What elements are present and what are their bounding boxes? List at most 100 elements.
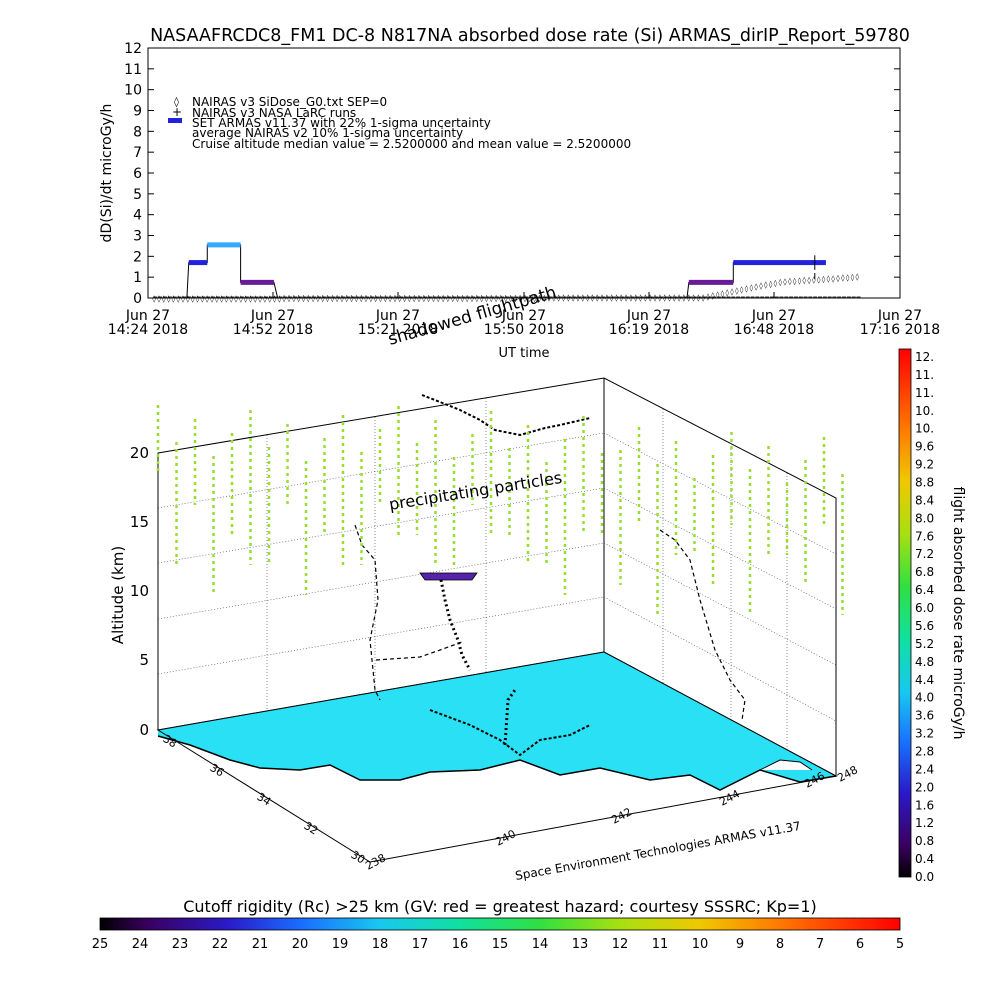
nairas-point: ◊ xyxy=(774,279,778,287)
nairas-point: ◊ xyxy=(331,295,335,303)
cutoff-tick: 23 xyxy=(172,937,189,952)
x-tick-time: 15:21 2018 xyxy=(358,322,438,338)
ocean-area xyxy=(158,652,836,790)
nairas-point: ◊ xyxy=(287,295,291,303)
lat-tick-label: 30 xyxy=(349,848,368,866)
colorbar-tick: 9.6 xyxy=(915,440,934,454)
nairas-point: ◊ xyxy=(793,277,797,285)
x-tick-day: Jun 27 xyxy=(125,308,170,324)
z-tick-label: 15 xyxy=(130,513,149,531)
cutoff-tick: 8 xyxy=(776,937,784,952)
nairas-point: ◊ xyxy=(403,295,407,303)
legend-entry: average NAIRAS v2 10% 1-sigma uncertaint… xyxy=(192,126,463,140)
cutoff-tick: 24 xyxy=(132,937,149,952)
z-tick-label: 20 xyxy=(130,444,149,462)
island-coast xyxy=(759,759,813,771)
colorbar-tick: 9.2 xyxy=(915,458,934,472)
x-tick-day: Jun 27 xyxy=(626,308,671,324)
nairas-point: ◊ xyxy=(176,295,180,303)
colorbar-tick: 10. xyxy=(915,404,934,418)
cruise-segment xyxy=(419,572,478,581)
colorbar-tick: 6.8 xyxy=(915,565,934,579)
nairas-point: ◊ xyxy=(244,295,248,303)
z-tick-label: 5 xyxy=(139,651,149,669)
cutoff-tick: 11 xyxy=(652,937,669,952)
nairas-point: ◊ xyxy=(745,285,749,293)
x-tick-day: Jun 27 xyxy=(877,308,922,324)
legend: ◊ + NAIRAS v3 SiDose_G0.txt SEP=0 NAIRAS… xyxy=(168,95,631,151)
y-tick-label: 1 xyxy=(133,270,142,286)
nairas-point: ◊ xyxy=(234,295,238,303)
nairas-point: ◊ xyxy=(268,295,272,303)
nairas-point: ◊ xyxy=(239,295,243,303)
dose-colorbar: 12. 11. 11. 10. 10. 9.6 9.2 8.8 8.4 8.0 7.6 7.2 6.8 6… xyxy=(898,348,966,884)
legend-entry: NAIRAS v3 NASA LaRC runs xyxy=(192,106,356,120)
colorbar-tick: 3.2 xyxy=(915,727,934,741)
nairas-point: ◊ xyxy=(273,295,277,303)
z-axis-label: Altitude (km) xyxy=(109,546,127,644)
x-axis-label: UT time xyxy=(499,346,550,361)
nairas-point: ◊ xyxy=(321,295,325,303)
nairas-point: ◊ xyxy=(359,295,363,303)
colorbar-tick: 4.8 xyxy=(915,655,934,669)
nairas-point: ◊ xyxy=(278,295,282,303)
nairas-point: ◊ xyxy=(807,276,811,284)
nairas-point: ◊ xyxy=(783,278,787,286)
nairas-point: ◊ xyxy=(711,292,715,300)
colorbar-tick: 6.0 xyxy=(915,601,934,615)
x-tick-day: Jun 27 xyxy=(375,308,420,324)
lat-tick-label: 38 xyxy=(161,732,180,750)
armas-segment xyxy=(688,279,734,285)
y-tick-label: 6 xyxy=(133,166,142,182)
cutoff-tick: 22 xyxy=(212,937,229,952)
nairas-point: ◊ xyxy=(297,295,301,303)
nairas-point: ◊ xyxy=(856,273,860,281)
nairas-point: ◊ xyxy=(735,287,739,295)
z-tick-labels: 0 5 10 15 20 xyxy=(130,444,149,739)
nairas-point: ◊ xyxy=(812,276,816,284)
nairas-point: ◊ xyxy=(384,295,388,303)
shadow-path-top xyxy=(421,394,591,437)
nairas-point: ◊ xyxy=(836,274,840,282)
nairas-point: ◊ xyxy=(229,295,233,303)
x-tick-time: 14:24 2018 xyxy=(108,322,188,338)
nairas-point: ◊ xyxy=(186,295,190,303)
y-tick-label: 9 xyxy=(133,104,142,120)
nairas-point: ◊ xyxy=(764,281,768,289)
cutoff-colorbar: Cutoff rigidity (Rc) >25 km (GV: red = g… xyxy=(92,897,904,952)
nairas-point: ◊ xyxy=(851,273,855,281)
colorbar-tick: 8.8 xyxy=(915,476,934,490)
x-tick-day: Jun 27 xyxy=(751,308,796,324)
nairas-point: ◊ xyxy=(345,295,349,303)
cutoff-tick: 15 xyxy=(492,937,509,952)
armas-segment xyxy=(240,279,274,285)
colorbar-tick: 8.0 xyxy=(915,511,934,525)
lon-tick-label: 240 xyxy=(493,827,518,848)
legend-entry: NAIRAS v3 SiDose_G0.txt SEP=0 xyxy=(192,95,387,109)
shadow-path-wall xyxy=(354,524,463,701)
nairas-point: ◊ xyxy=(393,295,397,303)
nairas-point: ◊ xyxy=(205,295,209,303)
nairas-point: ◊ xyxy=(316,295,320,303)
colorbar-tick: 4.0 xyxy=(915,691,934,705)
legend-cross-marker: + xyxy=(172,105,182,119)
armas-step-line xyxy=(148,244,826,299)
cutoff-tick-labels: 25 24 23 22 21 20 19 18 17 16 15 14 13 12 11 10 9 8 7 6 5 xyxy=(92,937,904,952)
nairas-point: ◊ xyxy=(292,295,296,303)
flight-3d-panel: shadowed flightpath precipitating partic… xyxy=(109,283,860,883)
cutoff-tick: 5 xyxy=(896,937,904,952)
nairas-point: ◊ xyxy=(326,295,330,303)
colorbar-tick: 2.8 xyxy=(915,744,934,758)
colorbar-tick: 4.4 xyxy=(915,673,934,687)
cutoff-tick: 21 xyxy=(252,937,269,952)
nairas-point: ◊ xyxy=(379,295,383,303)
y-axis-label: dD(Si)/dt microGy/h xyxy=(99,104,115,243)
nairas-point: ◊ xyxy=(817,276,821,284)
nairas-point: ◊ xyxy=(730,288,734,296)
x-tick-time: 15:50 2018 xyxy=(484,322,564,338)
nairas-point: ◊ xyxy=(225,295,229,303)
nairas-point: ◊ xyxy=(249,295,253,303)
nairas-point: ◊ xyxy=(831,275,835,283)
